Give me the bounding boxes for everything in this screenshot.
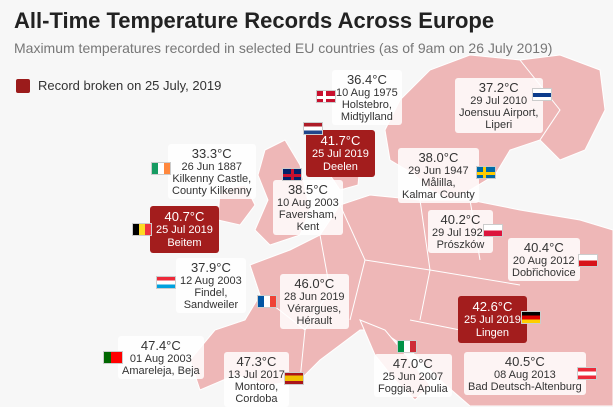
record-place: Findel, [194, 287, 228, 299]
record-date: 25 Jul 2019 [312, 148, 369, 160]
record-poland: 40.2°C 29 Jul 1921 Prószków [428, 210, 493, 253]
record-spain: 47.3°C 13 Jul 2017 Montoro, Cordoba [224, 352, 289, 407]
record-temp: 40.7°C [164, 209, 205, 224]
record-germany: 42.6°C 25 Jul 2019 Lingen [458, 296, 527, 343]
record-temp: 47.4°C [140, 338, 181, 353]
page-subtitle: Maximum temperatures recorded in selecte… [14, 40, 553, 56]
record-date: 25 Jun 2007 [382, 371, 444, 383]
record-netherlands: 41.7°C 25 Jul 2019 Deelen [306, 130, 375, 177]
record-place: County Kilkenny [172, 185, 252, 197]
record-place: Foggia, Apulia [378, 383, 448, 395]
record-italy: 47.0°C 25 Jun 2007 Foggia, Apulia [374, 354, 452, 397]
uk-flag-icon [282, 168, 302, 181]
sweden-flag-icon [476, 166, 496, 179]
france-flag-icon [257, 295, 277, 308]
record-place: Midtjylland [340, 111, 393, 123]
italy-flag-icon [397, 340, 417, 353]
record-temp: 33.3°C [191, 146, 232, 161]
record-temp: 42.6°C [472, 299, 513, 314]
poland-flag-icon [483, 224, 503, 237]
record-ireland: 33.3°C 26 Jun 1887 Kilkenny Castle, Coun… [168, 144, 256, 199]
record-date: 10 Aug 1975 [336, 87, 398, 99]
record-place: Kalmar County [402, 189, 475, 201]
denmark-flag-icon [316, 90, 336, 103]
record-place: Bad Deutsch-Altenburg [468, 381, 582, 393]
record-temp: 47.0°C [392, 356, 433, 371]
record-finland: 37.2°C 29 Jul 2010 Joensuu Airport, Lipe… [455, 78, 543, 133]
record-place: Kilkenny Castle, [172, 173, 252, 185]
record-place: Sandweiler [183, 299, 239, 311]
record-temp: 37.2°C [478, 80, 519, 95]
legend-label: Record broken on 25 July, 2019 [38, 78, 222, 93]
record-belgium: 40.7°C 25 Jul 2019 Beitem [150, 206, 219, 253]
czech-flag-icon [578, 254, 598, 267]
record-date: 29 Jun 1947 [408, 165, 469, 177]
finland-flag-icon [532, 88, 552, 101]
record-temp: 40.5°C [504, 354, 545, 369]
record-place: Faversham, [278, 209, 337, 221]
record-place: Cordoba [235, 393, 278, 405]
record-place: Liperi [485, 119, 513, 131]
legend-swatch [16, 78, 30, 93]
record-date: 29 Jul 2010 [470, 95, 528, 107]
record-place: Prószków [436, 239, 485, 251]
record-date: 10 Aug 2003 [277, 197, 339, 209]
record-place: Vérargues, [287, 303, 342, 315]
record-uk: 38.5°C 10 Aug 2003 Faversham, Kent [273, 180, 343, 235]
record-temp: 37.9°C [190, 260, 231, 275]
record-place: Beitem [167, 237, 202, 249]
spain-flag-icon [284, 372, 304, 385]
record-place: Målilla, [421, 177, 456, 189]
ireland-flag-icon [151, 162, 171, 175]
record-france: 46.0°C 28 Jun 2019 Vérargues, Hérault [280, 274, 349, 329]
portugal-flag-icon [103, 351, 123, 364]
record-place: Hérault [296, 315, 333, 327]
record-temp: 36.4°C [346, 72, 387, 87]
record-date: 26 Jun 1887 [181, 161, 243, 173]
record-temp: 38.0°C [418, 150, 459, 165]
record-czech: 40.4°C 20 Aug 2012 Dobřichovice [508, 238, 580, 281]
belgium-flag-icon [132, 223, 152, 236]
record-temp: 41.7°C [320, 133, 361, 148]
record-date: 29 Jul 1921 [432, 227, 489, 239]
record-date: 01 Aug 2003 [129, 353, 192, 365]
record-portugal: 47.4°C 01 Aug 2003 Amareleja, Beja [118, 336, 204, 379]
record-temp: 38.5°C [287, 182, 328, 197]
record-place: Dobřichovice [512, 267, 576, 279]
record-date: 28 Jun 2019 [284, 291, 345, 303]
record-date: 12 Aug 2003 [180, 275, 242, 287]
record-austria: 40.5°C 08 Aug 2013 Bad Deutsch-Altenburg [464, 352, 586, 395]
legend: Record broken on 25 July, 2019 [16, 78, 221, 93]
record-date: 25 Jul 2019 [464, 314, 521, 326]
record-place: Lingen [475, 327, 509, 339]
austria-flag-icon [577, 367, 597, 380]
record-denmark: 36.4°C 10 Aug 1975 Holstebro, Midtjyllan… [332, 70, 402, 125]
record-date: 08 Aug 2013 [493, 369, 556, 381]
record-place: Kent [296, 221, 320, 233]
record-date: 25 Jul 2019 [156, 224, 213, 236]
record-place: Holstebro, [341, 99, 392, 111]
record-temp: 47.3°C [236, 354, 277, 369]
record-date: 13 Jul 2017 [228, 369, 285, 381]
record-temp: 40.4°C [523, 240, 564, 255]
record-date: 20 Aug 2012 [512, 255, 575, 267]
record-luxembourg: 37.9°C 12 Aug 2003 Findel, Sandweiler [176, 258, 246, 313]
netherlands-flag-icon [303, 122, 323, 135]
page-title: All-Time Temperature Records Across Euro… [14, 8, 495, 33]
record-sweden: 38.0°C 29 Jun 1947 Målilla, Kalmar Count… [398, 148, 479, 203]
record-place: Deelen [323, 161, 358, 173]
record-temp: 40.2°C [440, 212, 481, 227]
luxembourg-flag-icon [156, 276, 176, 289]
record-temp: 46.0°C [294, 276, 335, 291]
germany-flag-icon [521, 311, 541, 324]
record-place: Joensuu Airport, [459, 107, 539, 119]
record-place: Amareleja, Beja [122, 365, 200, 377]
record-place: Montoro, [234, 381, 279, 393]
